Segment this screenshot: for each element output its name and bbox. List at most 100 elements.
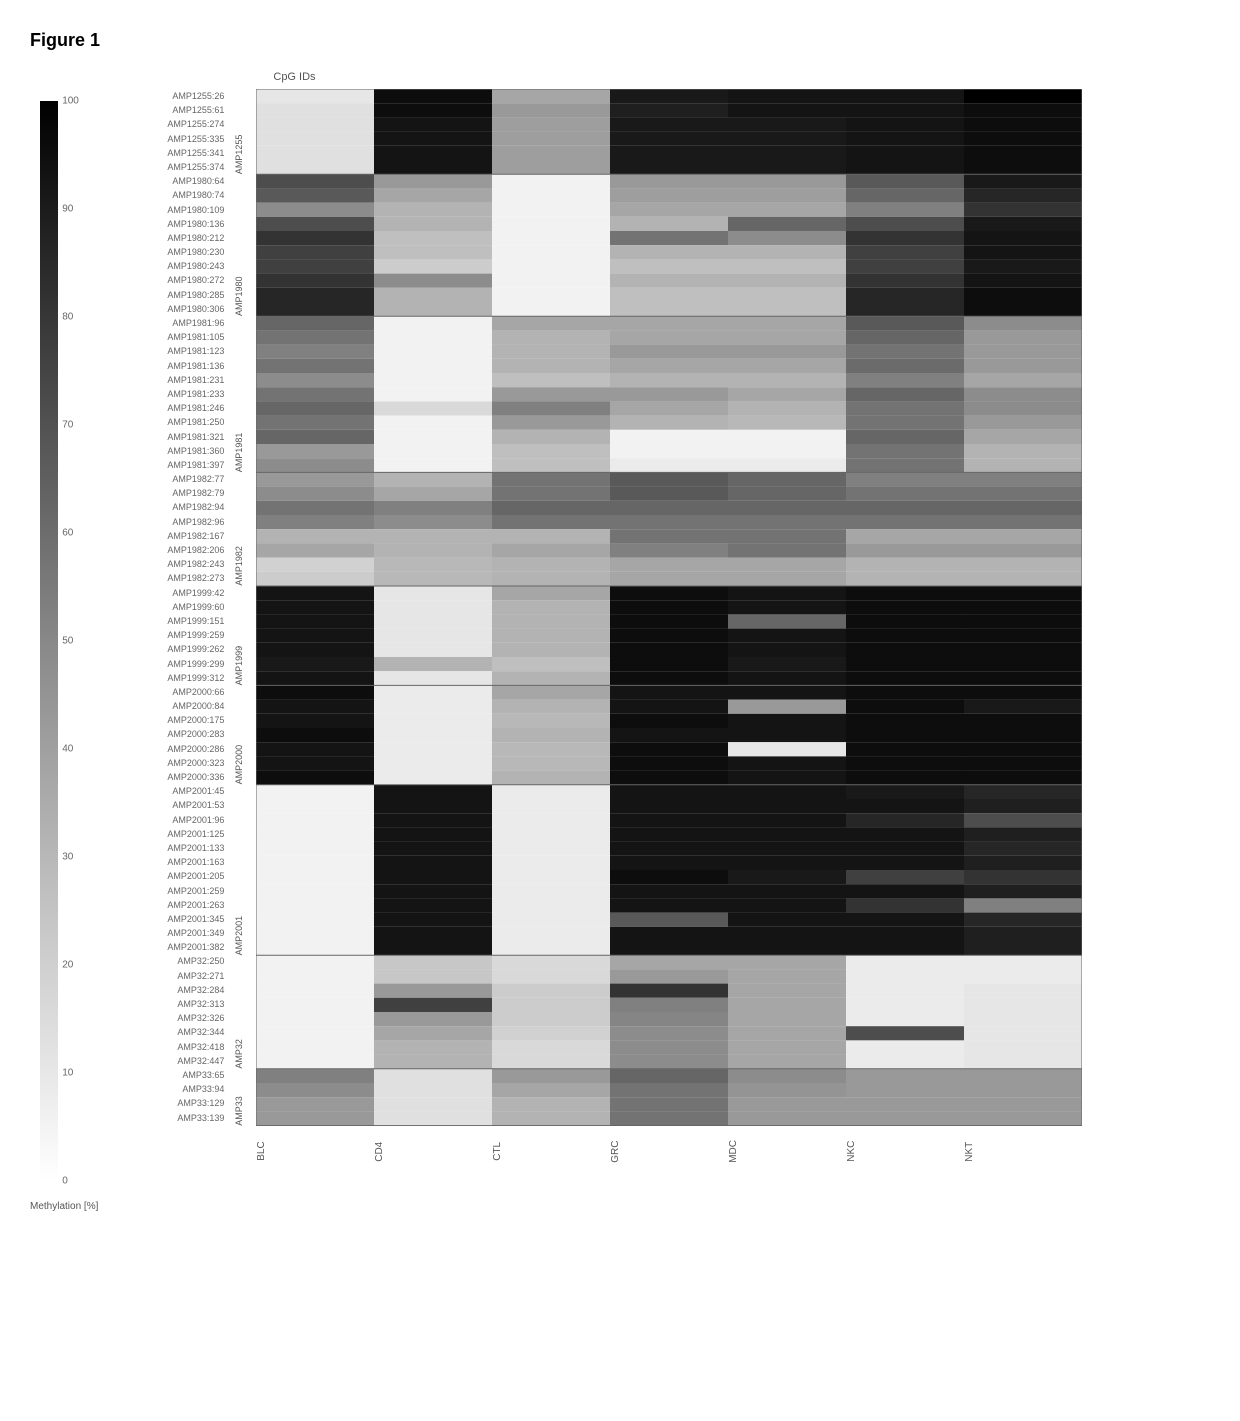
row-label: AMP1981:250 <box>118 415 228 429</box>
row-label: AMP1980:136 <box>118 217 228 231</box>
heatmap-cell <box>256 941 374 955</box>
heatmap-cell <box>256 359 374 373</box>
heatmap-cell <box>374 799 492 813</box>
heatmap-cell <box>256 132 374 146</box>
row-label: AMP2001:53 <box>118 798 228 812</box>
heatmap-cell <box>610 274 728 288</box>
heatmap-cell <box>256 671 374 685</box>
row-label: AMP1255:374 <box>118 160 228 174</box>
heatmap-cell <box>964 316 1082 330</box>
heatmap-cell <box>964 586 1082 600</box>
row-label: AMP1980:230 <box>118 245 228 259</box>
heatmap-cell <box>492 487 610 501</box>
heatmap-cell <box>374 1069 492 1083</box>
heatmap-cell <box>964 487 1082 501</box>
row-label: AMP1999:299 <box>118 657 228 671</box>
heatmap-cell <box>964 742 1082 756</box>
heatmap-cell <box>846 1111 964 1125</box>
heatmap-cell <box>492 955 610 969</box>
heatmap-cell <box>374 103 492 117</box>
row-label: AMP1255:341 <box>118 146 228 160</box>
heatmap-cell <box>610 700 728 714</box>
heatmap-cell <box>610 373 728 387</box>
heatmap-cell <box>964 430 1082 444</box>
heatmap-cell <box>728 799 846 813</box>
group-label: AMP2001 <box>234 785 244 955</box>
heatmap-cell <box>964 572 1082 586</box>
heatmap-cell <box>492 1069 610 1083</box>
heatmap-cell <box>610 231 728 245</box>
heatmap-cell <box>256 586 374 600</box>
heatmap-cell <box>492 856 610 870</box>
heatmap-cell <box>846 345 964 359</box>
heatmap-cell <box>846 813 964 827</box>
heatmap-cell <box>374 188 492 202</box>
heatmap-cell <box>374 614 492 628</box>
heatmap-cell <box>256 302 374 316</box>
heatmap-cell <box>492 870 610 884</box>
heatmap-cell <box>492 984 610 998</box>
heatmap-cell <box>492 785 610 799</box>
heatmap-cell <box>610 728 728 742</box>
heatmap-cell <box>846 472 964 486</box>
heatmap-cell <box>610 1097 728 1111</box>
heatmap-cell <box>256 600 374 614</box>
heatmap-cell <box>374 1026 492 1040</box>
heatmap-cell <box>964 941 1082 955</box>
heatmap-cell <box>492 1040 610 1054</box>
heatmap-cell <box>492 671 610 685</box>
heatmap-cell <box>256 813 374 827</box>
heatmap-cell <box>374 756 492 770</box>
row-label: AMP32:344 <box>118 1025 228 1039</box>
heatmap-cell <box>728 515 846 529</box>
heatmap-cell <box>846 1012 964 1026</box>
heatmap-cell <box>492 600 610 614</box>
heatmap-cell <box>610 955 728 969</box>
heatmap-cell <box>256 288 374 302</box>
heatmap-cell <box>374 728 492 742</box>
heatmap-cell <box>728 160 846 174</box>
column-label: MDC <box>728 1140 846 1163</box>
heatmap-cell <box>374 501 492 515</box>
heatmap-cell <box>728 416 846 430</box>
heatmap-cell <box>492 89 610 103</box>
heatmap-cell <box>256 827 374 841</box>
heatmap-cell <box>374 813 492 827</box>
heatmap-cell <box>964 160 1082 174</box>
heatmap-cell <box>256 1026 374 1040</box>
heatmap-cell <box>492 728 610 742</box>
heatmap-cell <box>374 132 492 146</box>
heatmap-cell <box>374 401 492 415</box>
heatmap-cell <box>964 856 1082 870</box>
heatmap-cell <box>964 771 1082 785</box>
heatmap-cell <box>846 969 964 983</box>
heatmap-cell <box>846 884 964 898</box>
row-label: AMP2001:345 <box>118 912 228 926</box>
heatmap-cell <box>964 671 1082 685</box>
row-label: AMP2001:349 <box>118 926 228 940</box>
heatmap-cell <box>374 203 492 217</box>
heatmap-cell <box>610 643 728 657</box>
heatmap-cell <box>728 728 846 742</box>
row-label: AMP1982:167 <box>118 529 228 543</box>
row-label: AMP32:418 <box>118 1040 228 1054</box>
heatmap-cell <box>846 288 964 302</box>
row-label: AMP1255:274 <box>118 117 228 131</box>
heatmap-cell <box>256 714 374 728</box>
row-label: AMP1999:259 <box>118 628 228 642</box>
row-label: AMP1981:105 <box>118 330 228 344</box>
heatmap-cell <box>492 586 610 600</box>
heatmap-cell <box>846 401 964 415</box>
heatmap-cell <box>964 685 1082 699</box>
heatmap-cell <box>256 444 374 458</box>
heatmap-cell <box>492 1012 610 1026</box>
heatmap-cell <box>256 842 374 856</box>
heatmap-cell <box>374 458 492 472</box>
row-label: AMP2000:336 <box>118 770 228 784</box>
heatmap-cell <box>492 657 610 671</box>
heatmap-cell <box>728 472 846 486</box>
heatmap-cell <box>728 643 846 657</box>
heatmap-cell <box>256 458 374 472</box>
heatmap-cell <box>964 188 1082 202</box>
heatmap-cell <box>256 231 374 245</box>
